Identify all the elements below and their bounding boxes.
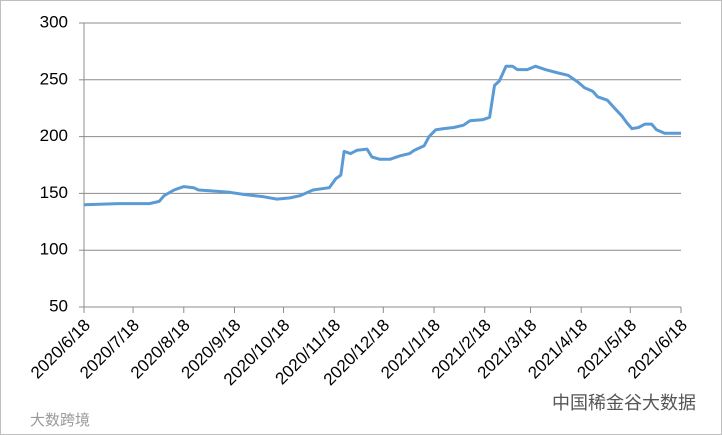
- y-tick-label: 300: [40, 12, 68, 31]
- watermark: 大数跨境: [30, 411, 90, 429]
- y-tick-label: 50: [49, 296, 68, 315]
- y-tick-label: 150: [40, 183, 68, 202]
- watermark: 中国稀金谷大数据: [552, 393, 696, 413]
- y-tick-label: 100: [40, 240, 68, 259]
- y-tick-label: 250: [40, 69, 68, 88]
- data-line: [83, 64, 681, 207]
- y-tick-label: 200: [40, 126, 68, 145]
